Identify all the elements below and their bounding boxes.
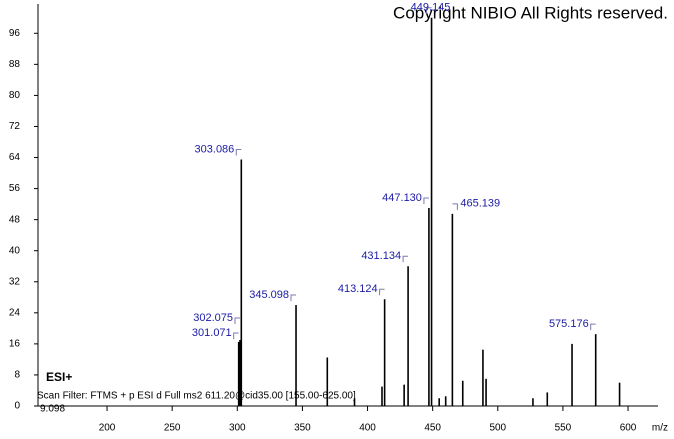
peak-label: 301.071 xyxy=(192,327,232,339)
x-tick-label: 250 xyxy=(164,423,181,434)
label-bracket xyxy=(452,203,458,210)
label-bracket xyxy=(234,317,240,324)
peak-label: 303.086 xyxy=(195,143,235,155)
label-bracket xyxy=(423,197,429,204)
peak-label: 302.075 xyxy=(193,312,233,324)
chart-title: Copyright NIBIO All Rights reserved. xyxy=(393,3,668,22)
x-tick-label: 600 xyxy=(620,423,637,434)
peak-label: 575.176 xyxy=(549,318,589,330)
y-tick-label: 16 xyxy=(9,339,21,350)
y-tick-label: 8 xyxy=(14,370,20,381)
y-tick-label: 0 xyxy=(14,401,20,412)
y-tick-label: 56 xyxy=(9,183,21,194)
ion-mode: ESI+ xyxy=(46,370,72,384)
peak-label: 465.139 xyxy=(460,198,500,210)
peak-label: 449.145 xyxy=(411,2,451,14)
x-tick-label: 550 xyxy=(555,423,572,434)
scan-filter: Scan Filter: FTMS + p ESI d Full ms2 611… xyxy=(37,391,356,402)
y-tick-label: 64 xyxy=(9,152,21,163)
x-tick-label: 500 xyxy=(489,423,506,434)
y-tick-label: 96 xyxy=(9,28,21,39)
label-bracket xyxy=(233,332,239,339)
x-tick-label: 200 xyxy=(99,423,116,434)
y-tick-label: 48 xyxy=(9,214,21,225)
y-tick-label: 32 xyxy=(9,276,21,287)
y-tick-label: 24 xyxy=(9,307,21,318)
y-tick-label: 88 xyxy=(9,59,21,70)
peak-label: 345.098 xyxy=(249,289,289,301)
label-bracket xyxy=(426,7,432,14)
peak-label: 413.124 xyxy=(338,283,378,295)
x-tick-label: 450 xyxy=(424,423,441,434)
peak-label: 447.130 xyxy=(382,192,422,204)
x-tick-label: 300 xyxy=(229,423,246,434)
x-axis-label: m/z xyxy=(652,423,668,434)
y-tick-label: 72 xyxy=(9,121,21,132)
x-tick-label: 400 xyxy=(359,423,376,434)
label-bracket xyxy=(235,148,242,156)
x-tick-label: 350 xyxy=(294,423,311,434)
y-tick-label: 40 xyxy=(9,245,21,256)
label-bracket xyxy=(590,323,596,331)
retention-time: 9.098 xyxy=(40,404,65,415)
label-bracket xyxy=(290,294,297,302)
label-bracket xyxy=(379,288,385,296)
peak-label: 431.134 xyxy=(361,250,401,262)
label-bracket xyxy=(402,255,409,263)
y-tick-label: 80 xyxy=(9,90,21,101)
